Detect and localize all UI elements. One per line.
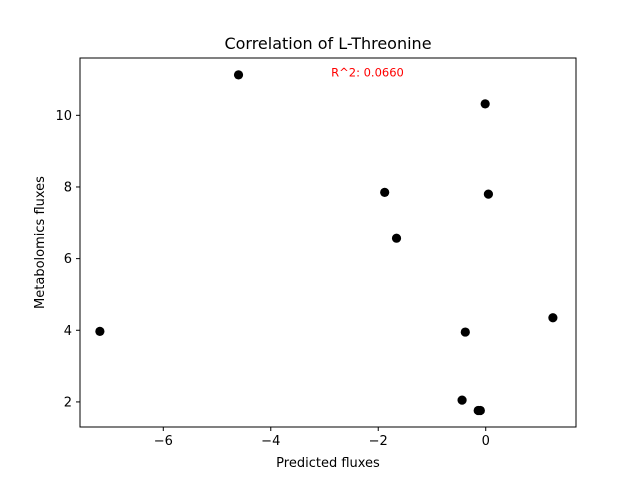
y-axis-label: Metabolomics fluxes xyxy=(33,176,48,309)
y-tick-label: 2 xyxy=(64,395,72,410)
r-squared-annotation: R^2: 0.0660 xyxy=(331,65,404,79)
x-axis-label: Predicted fluxes xyxy=(276,456,380,471)
data-point-1 xyxy=(95,326,105,336)
axis-ticks: −6 −4 −2 0 2 4 6 8 10 xyxy=(55,109,489,449)
x-tick-label: −4 xyxy=(261,434,280,449)
data-point-9 xyxy=(457,395,467,405)
plot-area xyxy=(80,58,576,427)
data-point-6 xyxy=(483,189,494,199)
y-tick-label: 10 xyxy=(55,109,72,124)
data-point-7 xyxy=(460,327,470,337)
data-point-2 xyxy=(233,70,244,80)
data-point-3 xyxy=(380,187,390,197)
data-point-8 xyxy=(548,313,558,323)
data-point-11 xyxy=(475,405,485,416)
x-tick-label: −2 xyxy=(369,434,388,449)
x-tick-label: −6 xyxy=(154,434,173,449)
y-tick-label: 8 xyxy=(64,180,72,195)
chart-title: Correlation of L-Threonine xyxy=(224,34,431,53)
y-tick-label: 4 xyxy=(64,324,72,339)
plot-frame xyxy=(79,57,577,428)
data-point-5 xyxy=(480,99,490,109)
y-tick-label: 6 xyxy=(64,252,72,267)
x-tick-label: 0 xyxy=(482,434,490,449)
data-point-4 xyxy=(391,233,402,243)
data-points xyxy=(95,70,558,416)
